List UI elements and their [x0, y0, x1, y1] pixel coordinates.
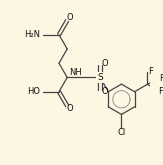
Text: O: O [67, 13, 73, 22]
Text: O: O [67, 104, 73, 113]
Text: H₂N: H₂N [24, 30, 40, 39]
Text: F: F [148, 67, 153, 76]
Text: S: S [97, 73, 103, 82]
Text: Cl: Cl [117, 128, 126, 137]
Text: O: O [101, 59, 108, 68]
Text: O: O [101, 87, 108, 96]
Text: F: F [159, 74, 163, 83]
Text: NH: NH [69, 68, 82, 77]
Text: F: F [158, 87, 163, 96]
Text: HO: HO [27, 87, 40, 96]
